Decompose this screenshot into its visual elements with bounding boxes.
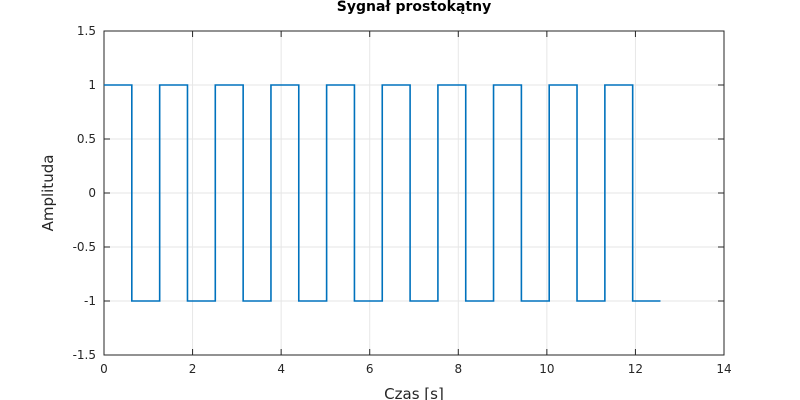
y-tick-label: 0 (88, 186, 96, 200)
x-tick-label: 2 (189, 362, 197, 376)
y-tick-label: 0.5 (77, 132, 96, 146)
chart-title: Sygnał prostokątny (337, 0, 491, 15)
y-tick-label: -1.5 (73, 348, 96, 362)
y-axis-title: Amplituda (39, 155, 57, 232)
y-tick-label: -1 (84, 294, 96, 308)
y-tick-label: 1 (88, 78, 96, 92)
ticks: 0 2 4 6 8 10 12 14 1.5 1 0.5 0 -0.5 -1 -1.5 (73, 24, 732, 376)
x-tick-label: 4 (277, 362, 285, 376)
y-tick-label: -0.5 (73, 240, 96, 254)
x-tick-label: 0 (100, 362, 108, 376)
x-tick-label: 10 (539, 362, 554, 376)
series-layer (104, 84, 661, 302)
y-tick-label: 1.5 (77, 24, 96, 38)
x-tick-label: 12 (628, 362, 643, 376)
x-axis-title: Czas [s] (384, 385, 444, 400)
x-tick-label: 8 (454, 362, 462, 376)
series-line (104, 84, 661, 302)
x-tick-label: 14 (716, 362, 731, 376)
x-tick-label: 6 (366, 362, 374, 376)
